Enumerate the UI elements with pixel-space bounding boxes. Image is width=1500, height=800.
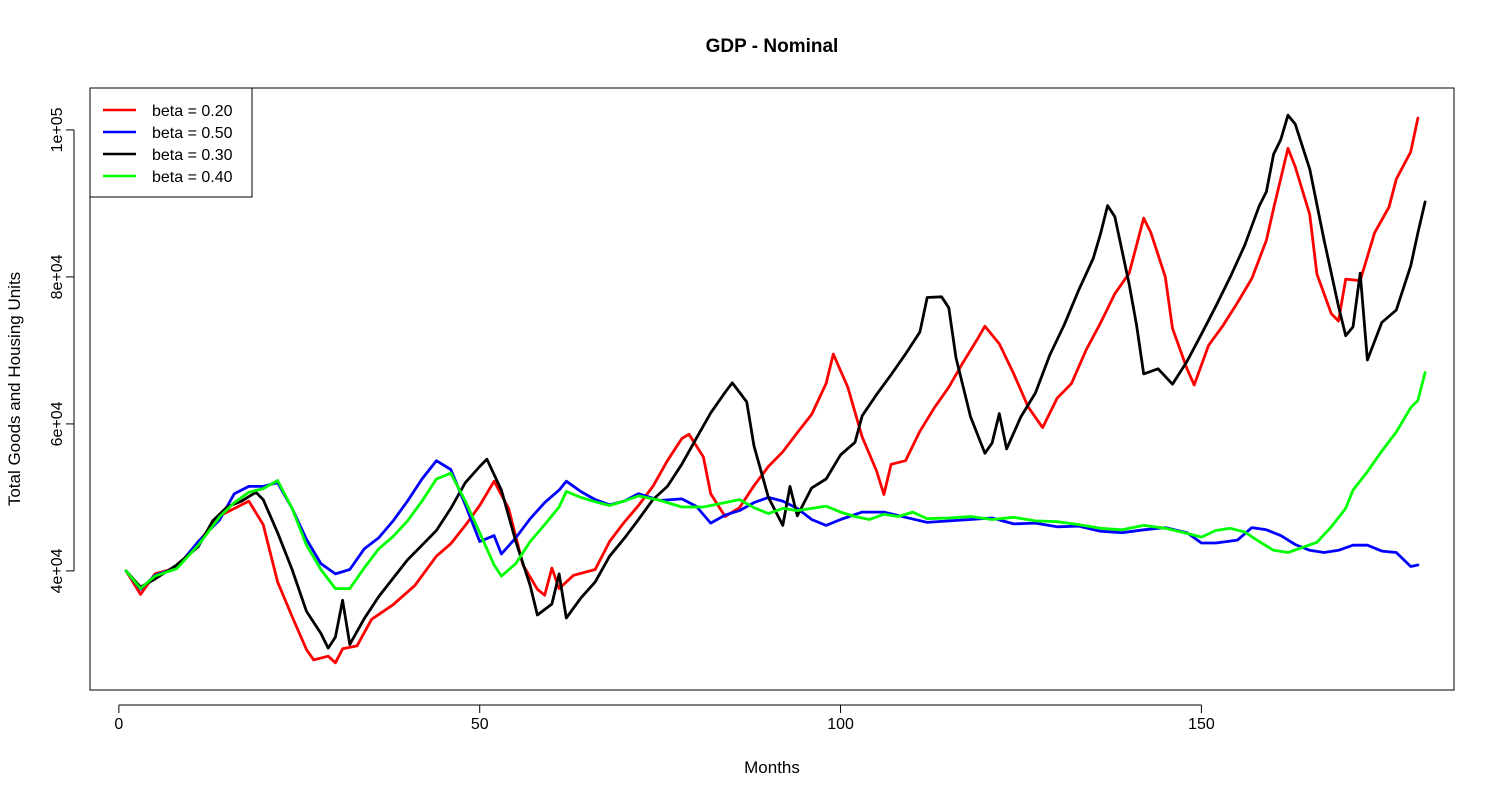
legend-label-beta-030: beta = 0.30 xyxy=(152,147,233,164)
legend-label-beta-020: beta = 0.20 xyxy=(152,103,233,120)
legend-label-beta-040: beta = 0.40 xyxy=(152,169,233,186)
y-tick-label: 1e+05 xyxy=(49,107,66,152)
x-tick-label: 0 xyxy=(114,716,123,733)
legend-box xyxy=(89,87,253,198)
series-line-beta-0-40 xyxy=(124,371,1427,590)
x-tick-label: 150 xyxy=(1188,716,1215,733)
legend-entry: beta = 0.50 xyxy=(103,125,233,142)
x-tick-label: 100 xyxy=(827,716,854,733)
legend-entry: beta = 0.40 xyxy=(103,169,233,186)
series-line-beta-0-50 xyxy=(124,459,1420,591)
y-axis-label: Total Goods and Housing Units xyxy=(5,272,24,506)
legend-label-beta-050: beta = 0.50 xyxy=(152,125,233,142)
y-tick-label: 8e+04 xyxy=(49,254,66,299)
legend: beta = 0.20 beta = 0.50 beta = 0.30 beta… xyxy=(89,87,253,198)
x-axis: 0 50 100 150 xyxy=(114,704,1215,733)
legend-entry: beta = 0.30 xyxy=(103,147,233,164)
legend-entry: beta = 0.20 xyxy=(103,103,233,120)
x-axis-label: Months xyxy=(744,758,800,777)
x-tick-label: 50 xyxy=(471,716,489,733)
plot-frame xyxy=(89,87,1455,691)
chart-title: GDP - Nominal xyxy=(706,36,839,57)
y-tick-label: 4e+04 xyxy=(49,548,66,593)
series-layer xyxy=(124,113,1427,665)
series-line-beta-0-30 xyxy=(124,113,1427,650)
series-line-beta-0-20 xyxy=(124,116,1420,665)
y-axis: 4e+04 6e+04 8e+04 1e+05 xyxy=(49,107,75,593)
y-tick-label: 6e+04 xyxy=(49,401,66,446)
